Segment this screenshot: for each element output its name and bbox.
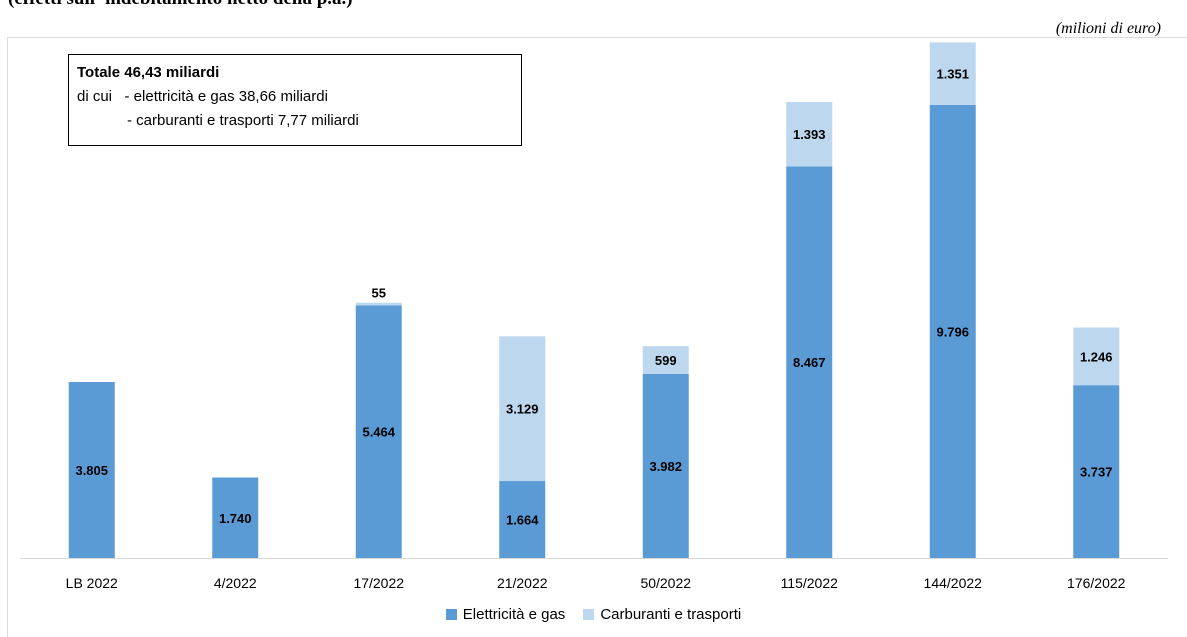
data-label: 5.464 [362,425,395,440]
data-label: 3.737 [1080,465,1113,480]
legend-swatch-elettricita [445,609,457,620]
legend-item-elettricita: Elettricità e gas [445,606,566,623]
summary-total: Totale 46,43 miliardi [77,64,220,81]
data-label: 3.805 [75,463,108,478]
data-label: 55 [372,286,386,301]
data-label: 3.129 [506,402,539,417]
bar-elettricita [68,382,115,558]
bar-elettricita [929,104,976,558]
bar-elettricita [355,305,402,558]
data-label: 3.982 [649,459,682,474]
bar-carburanti [1073,327,1120,386]
x-tick-label: 176/2022 [1067,575,1126,591]
data-label: 1.664 [506,513,539,528]
bar-carburanti [355,302,402,306]
x-tick-label: 21/2022 [497,575,548,591]
data-label: 1.393 [793,127,826,142]
data-label: 8.467 [793,355,826,370]
legend-swatch-carburanti [583,609,595,620]
bar-carburanti [786,101,833,167]
legend-item-carburanti: Carburanti e trasporti [583,606,741,623]
bar-carburanti [929,42,976,105]
x-tick-label: 4/2022 [214,575,257,591]
legend-label-carburanti: Carburanti e trasporti [600,606,742,623]
summary-line-carburanti: - carburanti e trasporti 7,77 miliardi [77,112,359,129]
summary-box: Totale 46,43 miliardi di cui - elettrici… [68,54,522,146]
data-label: 1.246 [1080,349,1113,364]
x-tick-label: 17/2022 [353,575,404,591]
x-tick-label: 50/2022 [640,575,691,591]
bar-elettricita [1073,385,1120,558]
bar-elettricita [642,373,689,558]
x-tick-label: LB 2022 [66,575,118,591]
data-label: 1.740 [219,511,252,526]
x-tick-label: 144/2022 [924,575,983,591]
summary-line-elettricita: di cui - elettricità e gas 38,66 miliard… [77,88,328,105]
chart-frame [7,37,1187,637]
units-note: (milioni di euro) [1055,20,1161,37]
bar-elettricita [499,481,546,558]
bar-elettricita [786,166,833,558]
page-title: (effetti sull' indebitamento netto della… [8,0,353,10]
chart-legend: Elettricità e gas Carburanti e trasporti [0,606,1187,623]
data-label: 1.351 [936,67,969,82]
legend-label-elettricita: Elettricità e gas [462,606,566,623]
bar-carburanti [499,336,546,482]
bar-elettricita [212,477,259,558]
x-tick-label: 115/2022 [781,575,839,591]
data-label: 9.796 [936,324,969,339]
data-label: 599 [655,353,677,368]
bar-carburanti [642,346,689,374]
